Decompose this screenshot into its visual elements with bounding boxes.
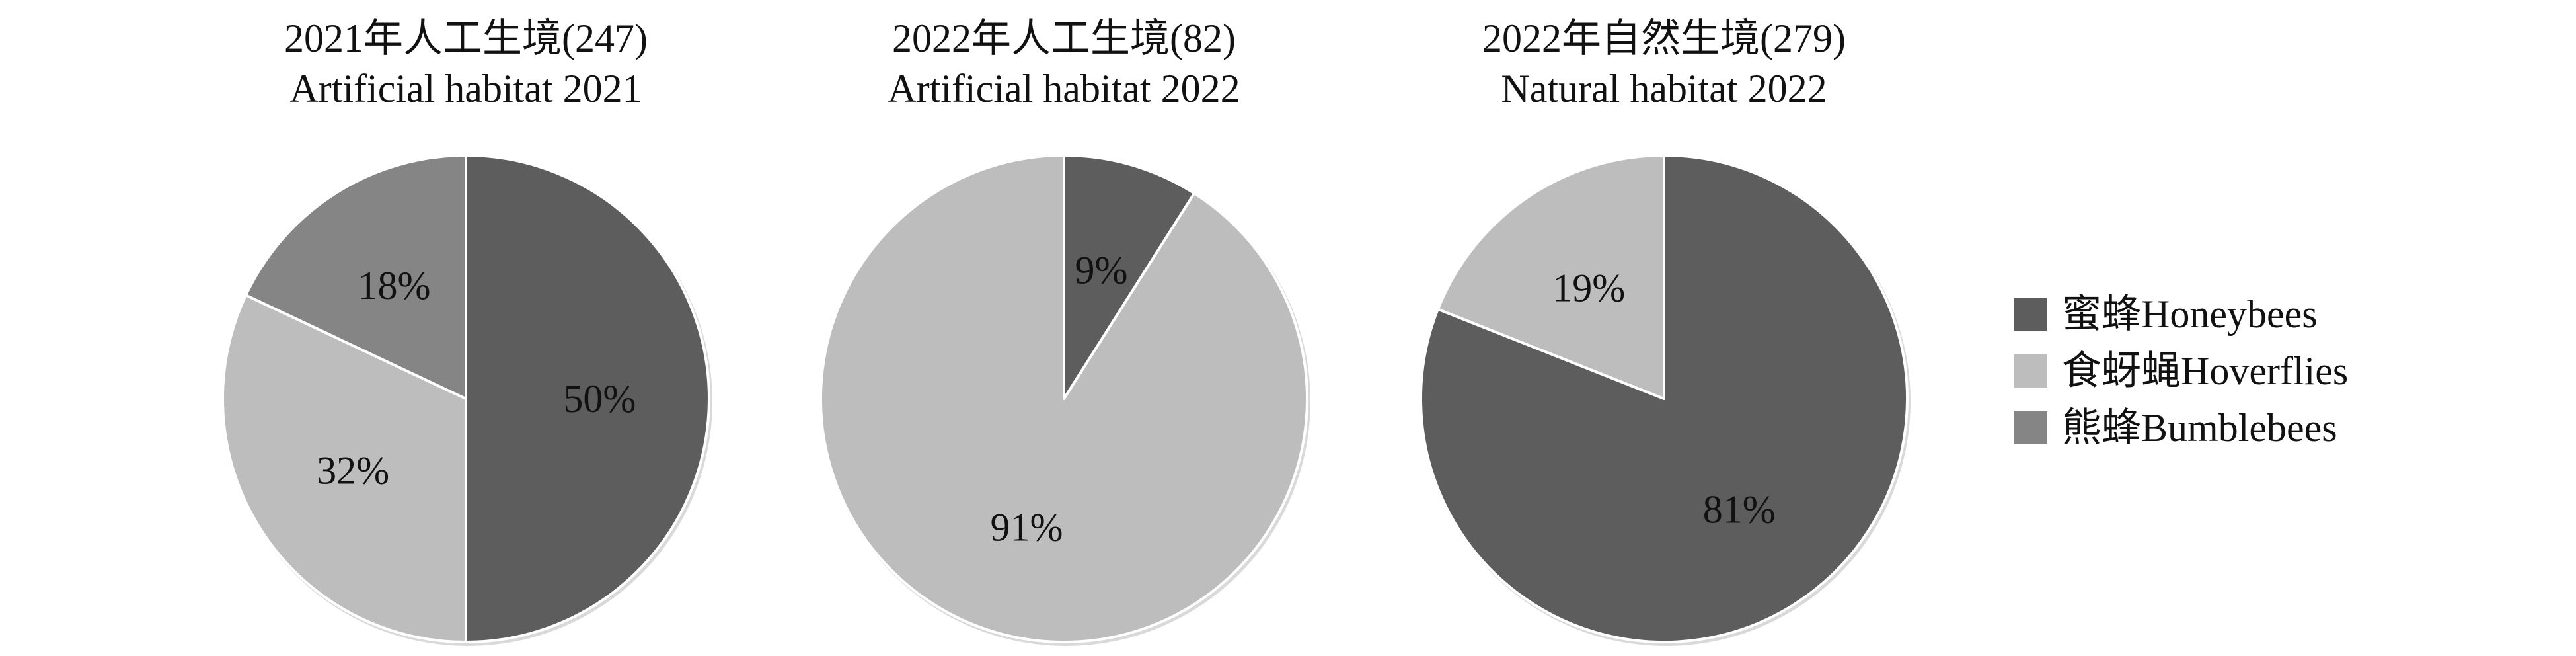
chart-3-label-hoverflies: 19% — [1552, 266, 1625, 310]
legend-label-bumblebees: 熊蜂Bumblebees — [2062, 406, 2337, 450]
chart-1-title-cn: 2021年人工生境(247) — [284, 17, 648, 60]
legend-item-honeybees: 蜜蜂Honeybees — [2014, 286, 2348, 343]
chart-3-title: 2022年自然生境(279) Natural habitat 2022 — [1367, 13, 1961, 114]
chart-1-label-bumblebees: 18% — [358, 264, 431, 308]
legend-label-honeybees: 蜜蜂Honeybees — [2062, 292, 2318, 336]
legend: 蜜蜂Honeybees 食蚜蝇Hoverflies 熊蜂Bumblebees — [2014, 286, 2348, 456]
chart-1-slice-honeybees — [465, 154, 710, 643]
legend-item-bumblebees: 熊蜂Bumblebees — [2014, 399, 2348, 456]
chart-3-title-cn: 2022年自然生境(279) — [1482, 17, 1846, 60]
chart-1-title-en: Artificial habitat 2021 — [289, 67, 642, 110]
chart-2-label-honeybees: 9% — [1075, 249, 1128, 292]
legend-swatch-hoverflies — [2014, 354, 2047, 388]
chart-2-label-hoverflies: 91% — [991, 505, 1063, 549]
legend-item-hoverflies: 食蚜蝇Hoverflies — [2014, 343, 2348, 399]
chart-3-title-en: Natural habitat 2022 — [1501, 67, 1827, 110]
chart-3-slice-hoverflies — [1436, 154, 1665, 400]
chart-2-slice-honeybees — [1063, 154, 1196, 400]
chart-2-title-cn: 2022年人工生境(82) — [892, 17, 1236, 60]
chart-1-title: 2021年人工生境(247) Artificial habitat 2021 — [169, 13, 763, 114]
legend-label-hoverflies: 食蚜蝇Hoverflies — [2062, 349, 2349, 393]
chart-1-label-hoverflies: 32% — [317, 449, 389, 493]
chart-2-slice-hoverflies — [819, 154, 1308, 643]
chart-2-title: 2022年人工生境(82) Artificial habitat 2022 — [767, 13, 1361, 114]
chart-3-label-honeybees: 81% — [1703, 487, 1776, 531]
chart-1-slice-hoverflies — [221, 294, 467, 643]
chart-1-slice-bumblebees — [245, 154, 467, 400]
chart-2-title-en: Artificial habitat 2022 — [888, 67, 1240, 110]
legend-swatch-honeybees — [2014, 298, 2047, 331]
chart-1-label-honeybees: 50% — [563, 377, 636, 421]
legend-swatch-bumblebees — [2014, 411, 2047, 444]
